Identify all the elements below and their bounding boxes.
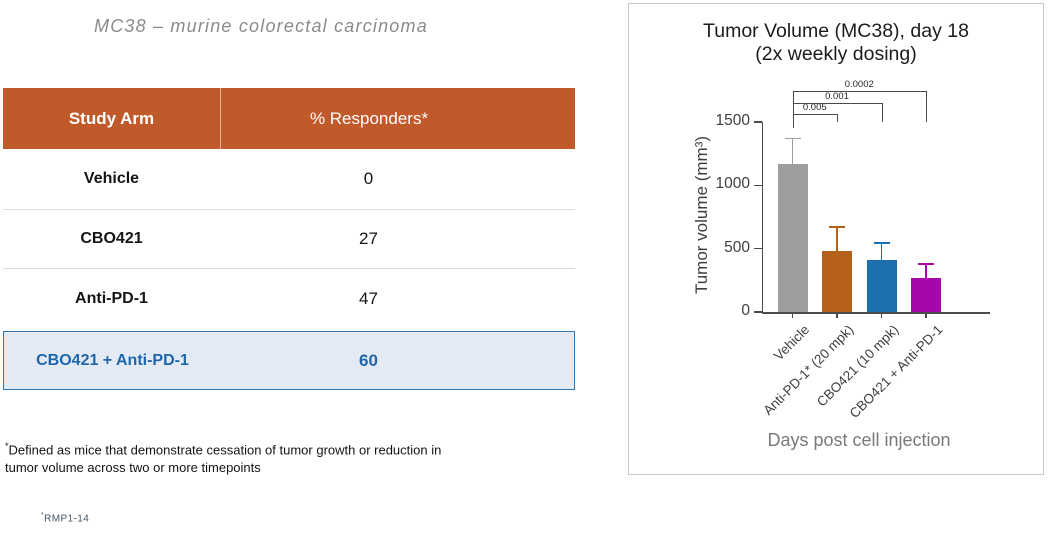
sig-bracket-line [792, 102, 883, 104]
cell-arm: Anti-PD-1 [75, 290, 148, 307]
reference-note: *RMP1-14 [41, 512, 89, 524]
chart-title: Tumor Volume (MC38), day 18 (2x weekly d… [629, 20, 1043, 66]
sig-label: 0.005 [802, 102, 827, 113]
y-axis-label: Tumor volume (mm³) [692, 135, 711, 295]
cell-arm: Vehicle [83, 170, 140, 187]
y-tick-label: 1500 [715, 112, 750, 129]
error-bar-cap [784, 137, 801, 140]
x-tick [791, 312, 794, 318]
cell-responders: 60 [359, 350, 378, 370]
error-bar [791, 138, 794, 166]
sig-bracket-left [792, 90, 794, 128]
table-header-row: Study Arm % Responders* [3, 88, 575, 149]
chart-panel: Tumor Volume (MC38), day 18 (2x weekly d… [628, 3, 1044, 475]
y-tick [754, 247, 762, 250]
bar [777, 163, 808, 312]
sig-bracket-right [837, 113, 839, 122]
sig-label: 0.0002 [844, 79, 874, 90]
bar [822, 251, 852, 312]
sig-bracket-right [881, 102, 883, 122]
y-axis [761, 122, 763, 314]
y-tick [754, 184, 762, 187]
table-row: Anti-PD-1 47 [3, 269, 575, 329]
cell-responders: 47 [359, 289, 378, 308]
cell-arm: CBO421 [80, 230, 143, 247]
x-tick-label: CBO421 (10 mpk) [813, 322, 902, 410]
cell-responders: 27 [359, 229, 378, 248]
table-row-highlighted: CBO421 + Anti-PD-1 60 [3, 331, 575, 390]
slide-title: MC38 – murine colorectal carcinoma [94, 16, 428, 36]
footnote-line1: Defined as mice that demonstrate cessati… [8, 442, 442, 458]
x-axis [761, 312, 990, 314]
x-tick [836, 312, 838, 318]
x-tick [925, 312, 927, 318]
reference-marker: * [41, 512, 45, 519]
header-cell-study-arm: Study Arm [3, 88, 221, 149]
error-bar-cap [873, 242, 890, 244]
x-tick-label: Vehicle [770, 322, 813, 364]
footnote-marker: * [5, 441, 9, 451]
x-axis-label: Days post cell injection [767, 430, 951, 450]
error-bar [880, 242, 883, 263]
table-row: Vehicle 0 [3, 149, 575, 210]
error-bar [836, 227, 838, 254]
sig-bracket-line [792, 90, 928, 92]
y-tick-label: 500 [724, 238, 750, 256]
chart-title-line1: Tumor Volume (MC38), day 18 [703, 20, 969, 42]
error-bar-cap [918, 263, 934, 265]
footnote-line2: tumor volume across two or more timepoin… [5, 460, 261, 476]
bar [911, 277, 941, 312]
chart-title-line2: (2x weekly dosing) [755, 43, 917, 65]
error-bar [925, 263, 927, 280]
y-tick-label: 0 [741, 302, 750, 319]
bar [866, 260, 897, 312]
y-tick [754, 121, 762, 123]
sig-bracket-right [926, 90, 928, 122]
sig-bracket-line [792, 113, 839, 115]
footnote: *Defined as mice that demonstrate cessat… [5, 440, 467, 477]
sig-label: 0.001 [825, 91, 849, 102]
header-cell-responders: % Responders* [309, 108, 429, 128]
y-tick [754, 311, 762, 313]
y-tick-label: 1000 [715, 175, 750, 193]
x-tick [880, 312, 883, 318]
responders-table: Study Arm % Responders* Vehicle 0 CBO421… [3, 88, 575, 390]
table-row: CBO421 27 [3, 210, 575, 269]
cell-arm: CBO421 + Anti-PD-1 [36, 351, 189, 369]
reference-text: RMP1-14 [44, 513, 90, 525]
cell-responders: 0 [363, 169, 374, 188]
bar-chart: Tumor Volume (MC38), day 18 (2x weekly d… [629, 4, 1043, 474]
error-bar-cap [829, 226, 845, 228]
